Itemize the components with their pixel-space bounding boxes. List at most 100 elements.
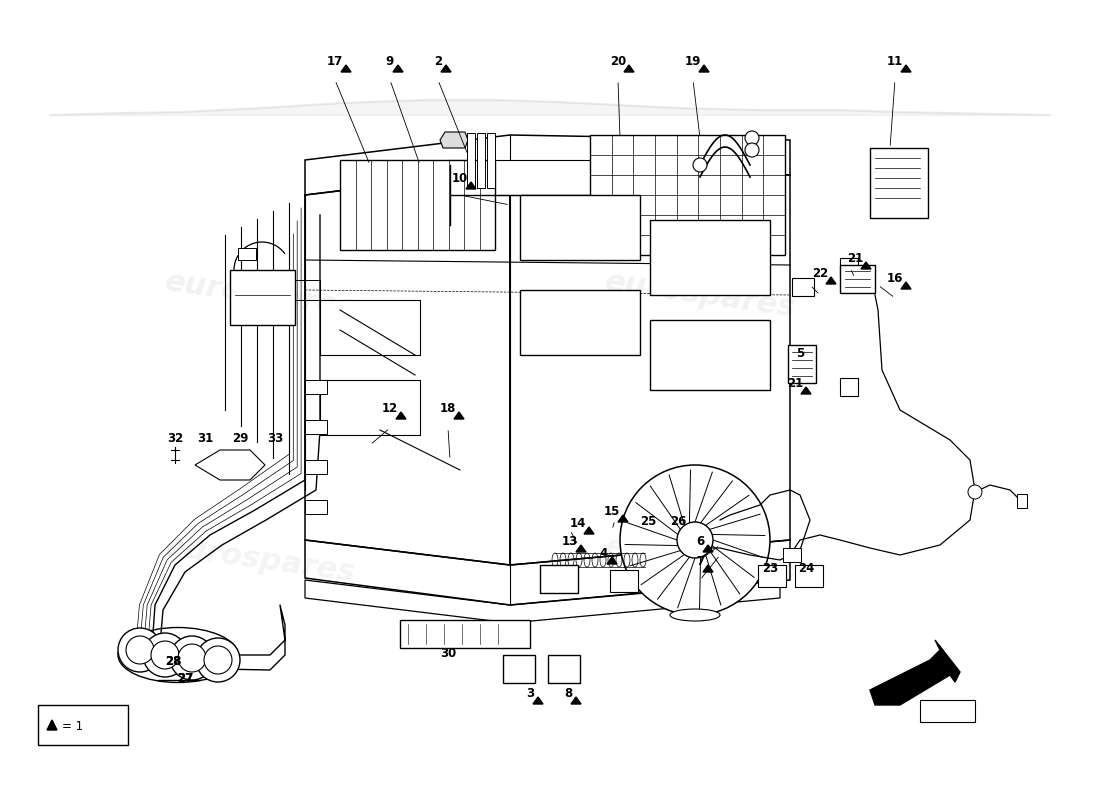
Polygon shape	[698, 65, 710, 72]
Bar	[650, 320, 770, 390]
Circle shape	[118, 628, 162, 672]
Text: 18: 18	[440, 402, 456, 415]
Text: 6: 6	[696, 535, 704, 548]
Text: 28: 28	[165, 655, 182, 668]
Circle shape	[170, 636, 214, 680]
Text: eurospares: eurospares	[163, 532, 358, 588]
Text: 17: 17	[327, 55, 343, 68]
Bar	[1018, 494, 1027, 508]
Text: 22: 22	[812, 267, 828, 280]
Bar	[920, 700, 975, 722]
Text: 10: 10	[452, 172, 469, 185]
Bar	[305, 420, 327, 434]
Text: 29: 29	[232, 432, 249, 445]
Bar	[503, 655, 535, 683]
Circle shape	[745, 143, 759, 157]
Text: 27: 27	[177, 672, 194, 685]
Bar	[487, 133, 495, 188]
Circle shape	[178, 644, 206, 672]
Text: 16: 16	[887, 272, 903, 285]
Bar	[520, 290, 640, 355]
Bar	[448, 160, 593, 195]
Polygon shape	[534, 697, 543, 704]
Text: 20: 20	[609, 55, 626, 68]
Polygon shape	[826, 277, 836, 284]
Text: 9: 9	[386, 55, 394, 68]
Circle shape	[968, 485, 982, 499]
Text: 32: 32	[167, 432, 183, 445]
Text: 2: 2	[433, 55, 442, 68]
Text: 25: 25	[640, 515, 657, 528]
Circle shape	[620, 465, 770, 615]
Polygon shape	[571, 697, 581, 704]
Bar	[400, 620, 530, 648]
Text: 24: 24	[798, 562, 814, 575]
Text: 30: 30	[440, 647, 456, 660]
Polygon shape	[393, 65, 403, 72]
Polygon shape	[454, 412, 464, 419]
Ellipse shape	[670, 609, 720, 621]
Text: 4: 4	[600, 547, 608, 560]
Polygon shape	[466, 182, 476, 189]
Polygon shape	[624, 65, 634, 72]
Circle shape	[196, 638, 240, 682]
Bar	[39, 705, 128, 745]
Text: 33: 33	[267, 432, 283, 445]
Bar	[305, 380, 327, 394]
Text: 27: 27	[177, 672, 194, 685]
Bar	[788, 345, 816, 383]
Bar	[468, 133, 475, 188]
Bar	[477, 133, 485, 188]
Circle shape	[676, 522, 713, 558]
Polygon shape	[901, 65, 911, 72]
Polygon shape	[901, 282, 911, 289]
Bar	[320, 300, 420, 355]
Polygon shape	[47, 720, 57, 730]
Bar	[840, 265, 874, 293]
Text: 15: 15	[604, 505, 620, 518]
Text: eurospares: eurospares	[163, 267, 358, 322]
Bar	[840, 258, 858, 276]
Polygon shape	[341, 65, 351, 72]
Bar	[320, 380, 420, 435]
Bar	[840, 378, 858, 396]
Text: 5: 5	[796, 347, 804, 360]
Circle shape	[143, 633, 187, 677]
Bar	[758, 565, 786, 587]
Text: 8: 8	[564, 687, 572, 700]
Text: 21: 21	[847, 252, 864, 265]
Bar	[783, 548, 801, 562]
Text: 14: 14	[570, 517, 586, 530]
Bar	[540, 565, 578, 593]
Text: 28: 28	[165, 655, 182, 668]
Polygon shape	[703, 545, 713, 552]
Bar	[305, 500, 327, 514]
Circle shape	[693, 158, 707, 172]
Polygon shape	[801, 387, 811, 394]
Polygon shape	[870, 640, 960, 705]
Circle shape	[745, 131, 759, 145]
Text: 21: 21	[786, 377, 803, 390]
Polygon shape	[861, 262, 871, 269]
Polygon shape	[584, 527, 594, 534]
Text: 3: 3	[526, 687, 535, 700]
Bar	[795, 565, 823, 587]
Text: = 1: = 1	[62, 719, 84, 733]
Bar	[238, 248, 256, 260]
Polygon shape	[618, 515, 628, 522]
Bar	[590, 135, 785, 255]
Text: eurospares: eurospares	[603, 532, 798, 588]
Circle shape	[151, 641, 179, 669]
Bar	[305, 460, 327, 474]
Text: eurospares: eurospares	[603, 267, 798, 322]
Text: 12: 12	[382, 402, 398, 415]
Bar	[792, 278, 814, 296]
Text: 26: 26	[670, 515, 686, 528]
Polygon shape	[576, 545, 586, 552]
Text: 19: 19	[685, 55, 701, 68]
Text: 31: 31	[197, 432, 213, 445]
Bar	[230, 270, 295, 325]
Polygon shape	[703, 565, 713, 572]
Bar	[340, 160, 495, 250]
Bar	[870, 148, 928, 218]
